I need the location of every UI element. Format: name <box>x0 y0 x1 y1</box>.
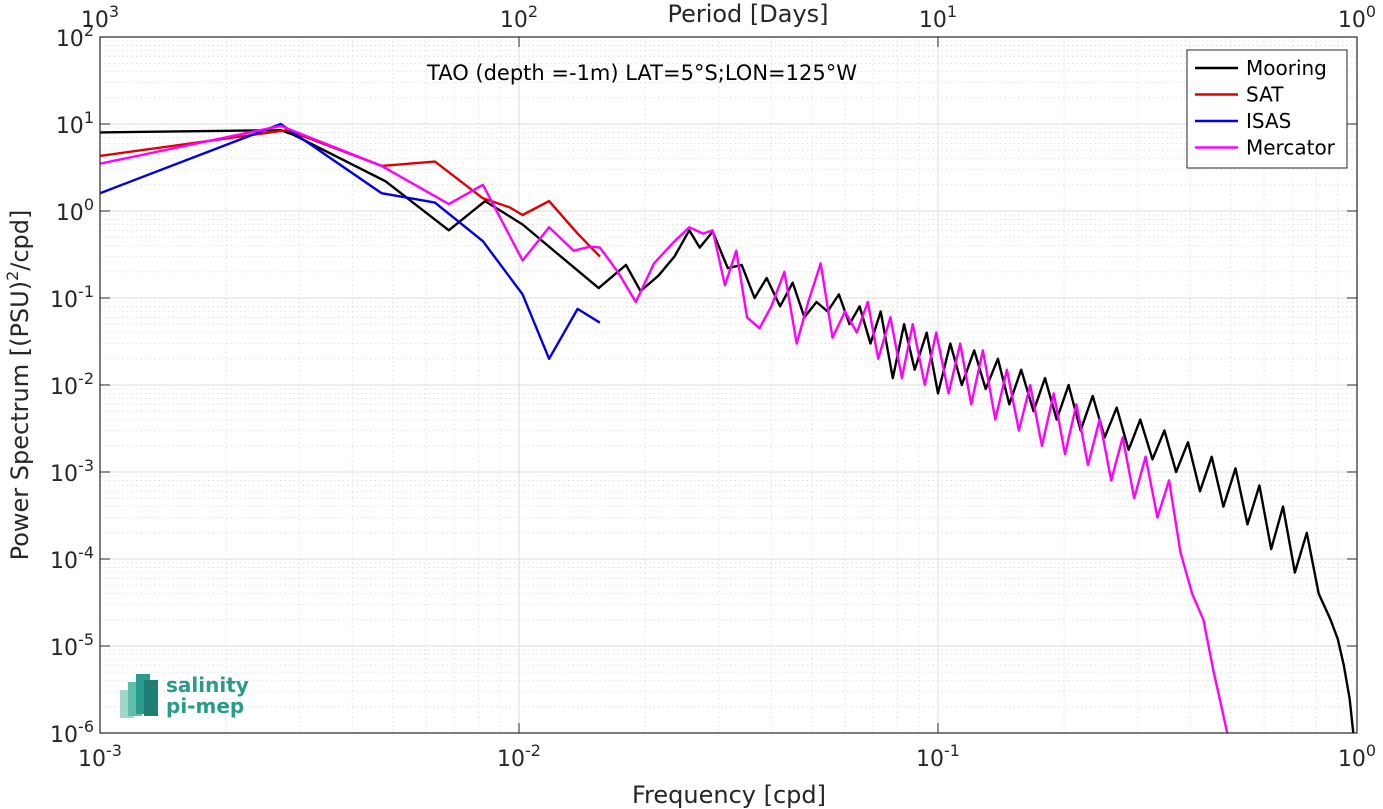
logo-text-line2: pi-mep <box>166 694 244 718</box>
chart-annotation: TAO (depth =-1m) LAT=5°S;LON=125°W <box>426 61 857 85</box>
y-tick-label: 102 <box>56 21 94 52</box>
legend-label-mooring: Mooring <box>1246 56 1327 80</box>
top-tick-label: 100 <box>1338 2 1376 33</box>
y-tick-label: 100 <box>56 195 94 226</box>
y-tick-label: 10-1 <box>50 282 94 313</box>
y-tick-label: 101 <box>56 108 94 139</box>
x-axis-title: Frequency [cpd] <box>632 781 826 809</box>
y-axis-title-main: Power Spectrum [(PSU) <box>6 281 34 560</box>
logo-wave-icon <box>144 680 158 716</box>
y-tick-label: 10-5 <box>50 630 94 661</box>
top-axis-title: Period [Days] <box>667 0 828 28</box>
series-line-mercator <box>99 124 1229 734</box>
x-tick-label: 10-2 <box>497 741 541 772</box>
x-tick-label: 10-3 <box>78 741 122 772</box>
legend-label-sat: SAT <box>1246 83 1284 107</box>
x-tick-label: 10-1 <box>916 741 960 772</box>
top-tick-label: 103 <box>81 2 119 33</box>
tick-marks <box>99 36 1358 734</box>
y-tick-label: 10-6 <box>50 717 94 748</box>
y-axis-title: Power Spectrum [(PSU)2/cpd] <box>3 210 34 561</box>
x-tick-label: 100 <box>1338 741 1376 772</box>
y-tick-label: 10-4 <box>50 543 94 574</box>
legend-label-isas: ISAS <box>1246 109 1291 133</box>
series-layer <box>99 122 1355 734</box>
y-axis-title-tail: /cpd] <box>6 210 34 271</box>
y-tick-label: 10-2 <box>50 369 94 400</box>
y-tick-label: 10-3 <box>50 456 94 487</box>
logo-text-line1: salinity <box>166 673 249 697</box>
series-line-isas <box>99 122 601 360</box>
legend-label-mercator: Mercator <box>1246 136 1336 160</box>
top-tick-label: 102 <box>500 2 538 33</box>
top-tick-label: 101 <box>919 2 957 33</box>
salinity-pi-mep-logo: salinity pi-mep <box>120 673 249 718</box>
y-axis-title-sup: 2 <box>3 271 22 281</box>
